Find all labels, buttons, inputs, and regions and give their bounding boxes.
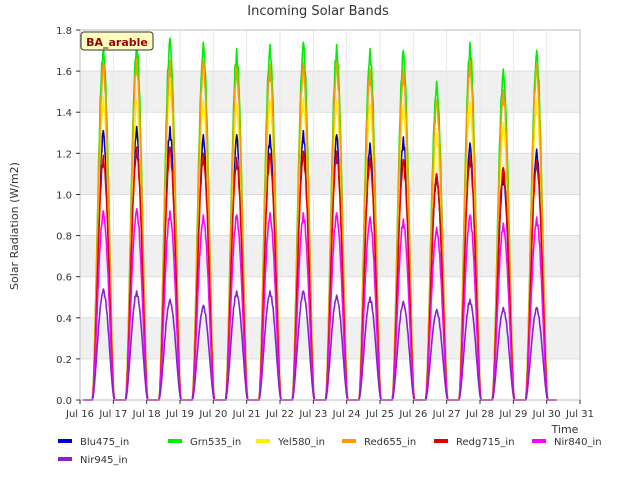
legend-label: Redg715_in [456, 437, 515, 448]
x-tick-label: Jul 29 [498, 409, 527, 420]
plot-frame [79, 29, 581, 401]
x-tick-label: Jul 26 [398, 409, 427, 420]
x-tick-label: Jul 22 [265, 409, 294, 420]
y-tick-label: 1.8 [56, 26, 72, 37]
y-axis-ticks: 0.0 0.2 0.4 0.6 0.8 1.0 1.2 1.4 1.6 1.8 [56, 26, 80, 407]
legend-label: Nir945_in [80, 455, 128, 466]
axes [79, 29, 581, 401]
x-tick-label: Jul 20 [198, 409, 227, 420]
chart-title: Incoming Solar Bands [247, 4, 389, 19]
x-tick-label: Jul 24 [332, 409, 361, 420]
legend-item-Nir945_in: Nir945_in [58, 455, 128, 466]
y-tick-label: 0.2 [56, 355, 72, 366]
y-tick-label: 1.2 [56, 149, 72, 160]
x-tick-label: Jul 27 [432, 409, 461, 420]
x-tick-label: Jul 17 [98, 409, 127, 420]
legend-label: Nir840_in [554, 437, 602, 448]
legend-label: Red655_in [364, 437, 416, 448]
x-tick-label: Jul 23 [298, 409, 327, 420]
x-tick-label: Jul 28 [465, 409, 494, 420]
legend-item-Redg715_in: Redg715_in [434, 437, 515, 448]
x-tick-label: Jul 31 [565, 409, 594, 420]
y-tick-label: 0.8 [56, 232, 72, 243]
legend-item-Yel580_in: Yel580_in [256, 437, 325, 448]
legend-swatch [58, 457, 72, 461]
legend-item-Grn535_in: Grn535_in [168, 437, 241, 448]
legend-item-Nir840_in: Nir840_in [532, 437, 602, 448]
legend-label: Blu475_in [80, 437, 129, 448]
legend-item-Red655_in: Red655_in [342, 437, 416, 448]
legend-swatch [256, 439, 270, 443]
site-label-box: BA_arable [80, 31, 154, 51]
legend-label: Grn535_in [190, 437, 241, 448]
x-tick-label: Jul 30 [532, 409, 561, 420]
y-tick-label: 1.0 [56, 190, 72, 201]
legend-label: Yel580_in [277, 437, 325, 448]
x-axis-ticks: Jul 16 Jul 17 Jul 18 Jul 19 Jul 20 Jul 21 Jul … [65, 400, 594, 420]
grid-band [80, 71, 580, 113]
grid-band [80, 153, 580, 195]
x-tick-label: Jul 21 [232, 409, 261, 420]
y-tick-label: 0.6 [56, 273, 72, 284]
x-tick-label: Jul 18 [132, 409, 161, 420]
legend-swatch [168, 439, 182, 443]
x-tick-label: Jul 19 [165, 409, 194, 420]
legend-item-Blu475_in: Blu475_in [58, 437, 129, 448]
y-tick-label: 1.6 [56, 67, 72, 78]
x-axis-label: Time [551, 423, 579, 436]
x-tick-label: Jul 25 [365, 409, 394, 420]
legend: Blu475_in Grn535_in Yel580_in Red655_in Redg… [58, 437, 602, 466]
y-tick-label: 0.0 [56, 396, 72, 407]
legend-swatch [434, 439, 448, 443]
x-tick-label: Jul 16 [65, 409, 94, 420]
legend-swatch [58, 439, 72, 443]
y-axis-label: Solar Radiation (W/m2) [8, 162, 21, 290]
legend-swatch [532, 439, 546, 443]
y-tick-label: 0.4 [56, 314, 72, 325]
y-tick-label: 1.4 [56, 108, 72, 119]
legend-swatch [342, 439, 356, 443]
site-label: BA_arable [86, 36, 148, 49]
